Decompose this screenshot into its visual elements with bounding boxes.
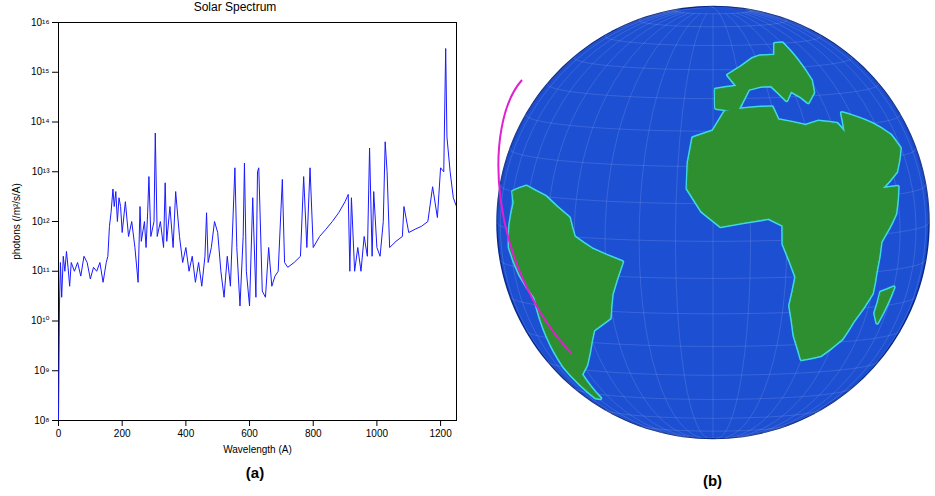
svg-text:10¹²: 10¹² — [32, 216, 50, 227]
svg-text:400: 400 — [178, 428, 195, 439]
svg-text:10¹⁵: 10¹⁵ — [31, 66, 50, 77]
svg-text:photons (/m²/s/A): photons (/m²/s/A) — [11, 183, 22, 260]
svg-text:600: 600 — [241, 428, 258, 439]
svg-text:Wavelength (A): Wavelength (A) — [223, 444, 292, 455]
html-text:(a): (a) — [245, 464, 265, 481]
svg-text:10¹⁶: 10¹⁶ — [31, 17, 50, 28]
svg-text:10⁸: 10⁸ — [34, 415, 49, 426]
svg-text:10¹¹: 10¹¹ — [32, 265, 50, 276]
html-text:(b): (b) — [702, 472, 723, 489]
svg-text:10⁹: 10⁹ — [34, 365, 49, 376]
svg-text:10¹⁴: 10¹⁴ — [31, 116, 50, 127]
svg-text:10¹³: 10¹³ — [32, 166, 50, 177]
svg-text:1200: 1200 — [429, 428, 452, 439]
svg-text:0: 0 — [56, 428, 62, 439]
svg-text:10¹⁰: 10¹⁰ — [31, 315, 49, 326]
svg-text:800: 800 — [305, 428, 322, 439]
html-text:Solar Spectrum: Solar Spectrum — [193, 0, 277, 14]
svg-text:200: 200 — [114, 428, 131, 439]
svg-text:1000: 1000 — [366, 428, 389, 439]
